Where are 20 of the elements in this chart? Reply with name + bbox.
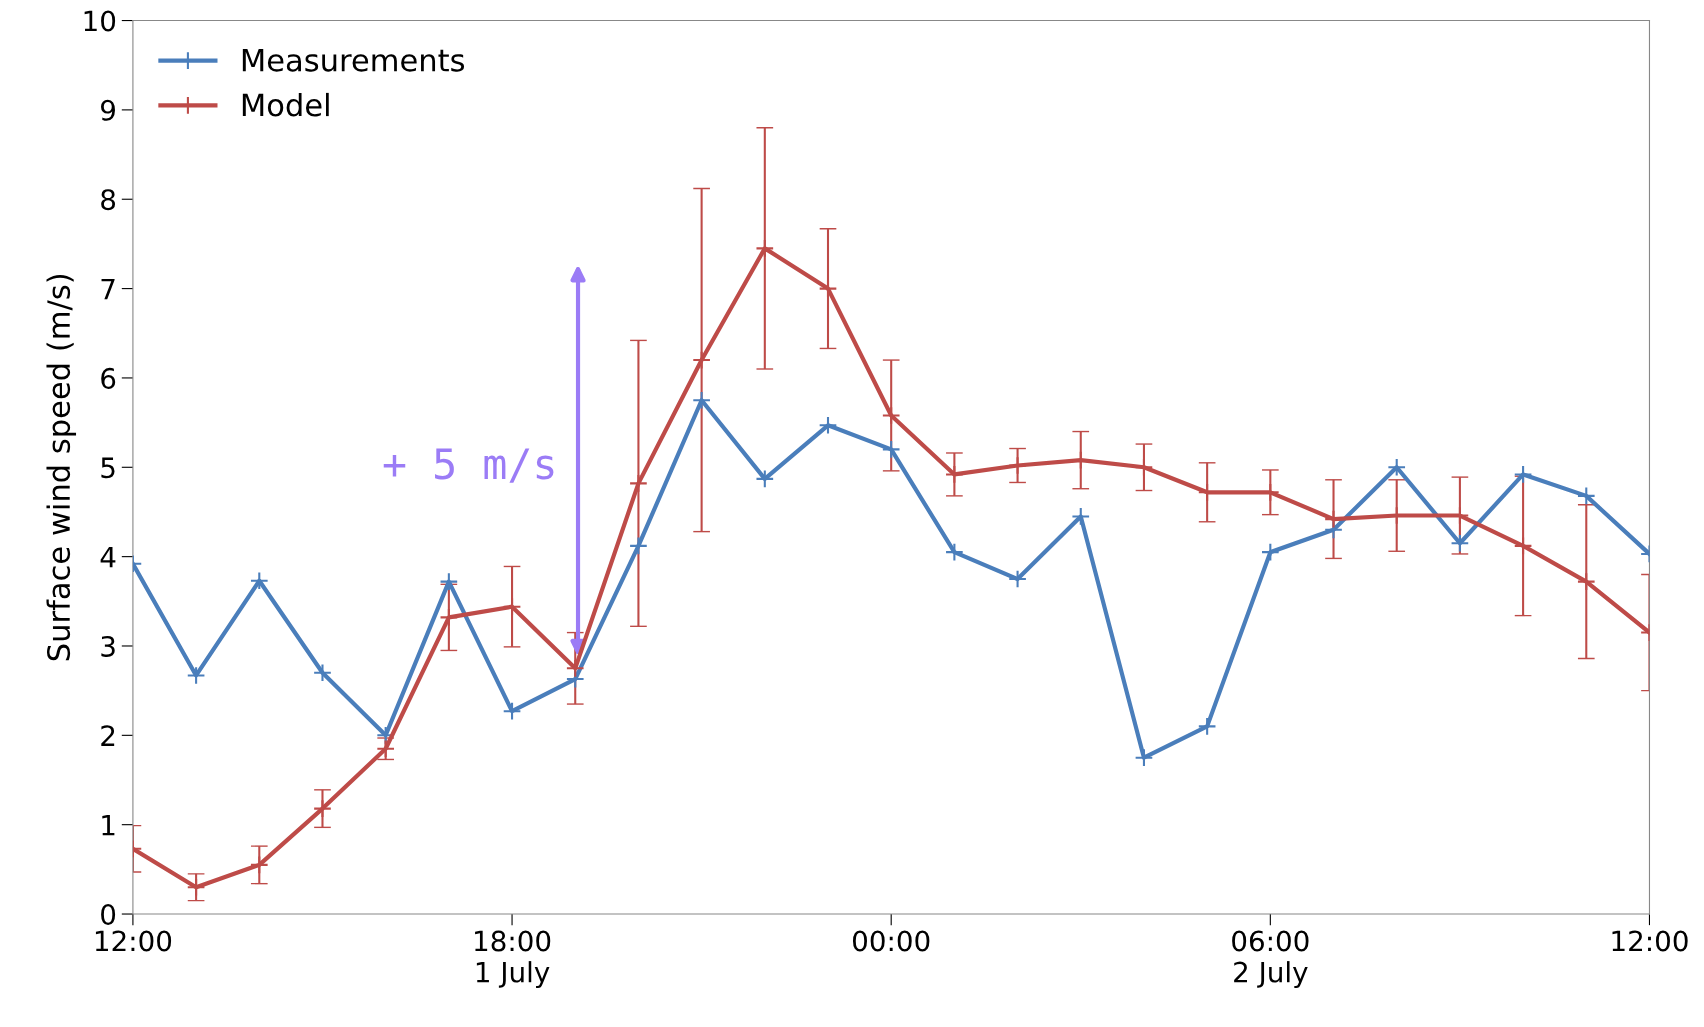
- y-tick-label: 2: [101, 725, 115, 746]
- y-tick-label: 6: [101, 367, 116, 389]
- y-tick-label: 3: [101, 635, 115, 657]
- y-tick-label: 5: [101, 457, 115, 479]
- y-tick-label: 7: [101, 278, 115, 300]
- y-tick-label: 4: [100, 546, 116, 568]
- x-tick-label: 00:00: [853, 930, 930, 952]
- x-tick-label: 18:00 1 July: [475, 930, 551, 988]
- y-tick-label: 8: [101, 189, 116, 211]
- y-tick-label: 10: [84, 10, 116, 32]
- legend-label: Measurements: [242, 48, 465, 72]
- x-tick-label: 06:00 2 July: [1232, 930, 1309, 988]
- y-tick-label: 9: [101, 99, 115, 121]
- annotation: + 5 m/s: [383, 448, 554, 483]
- legend-label: Model: [242, 92, 329, 117]
- x-tick-label: 12:00: [95, 930, 172, 952]
- y-tick-label: 0: [101, 903, 116, 925]
- y-axis-title: Surface wind speed (m/s): [46, 274, 77, 661]
- x-tick-label: 12:00: [1612, 930, 1688, 952]
- y-tick-label: 1: [102, 814, 115, 836]
